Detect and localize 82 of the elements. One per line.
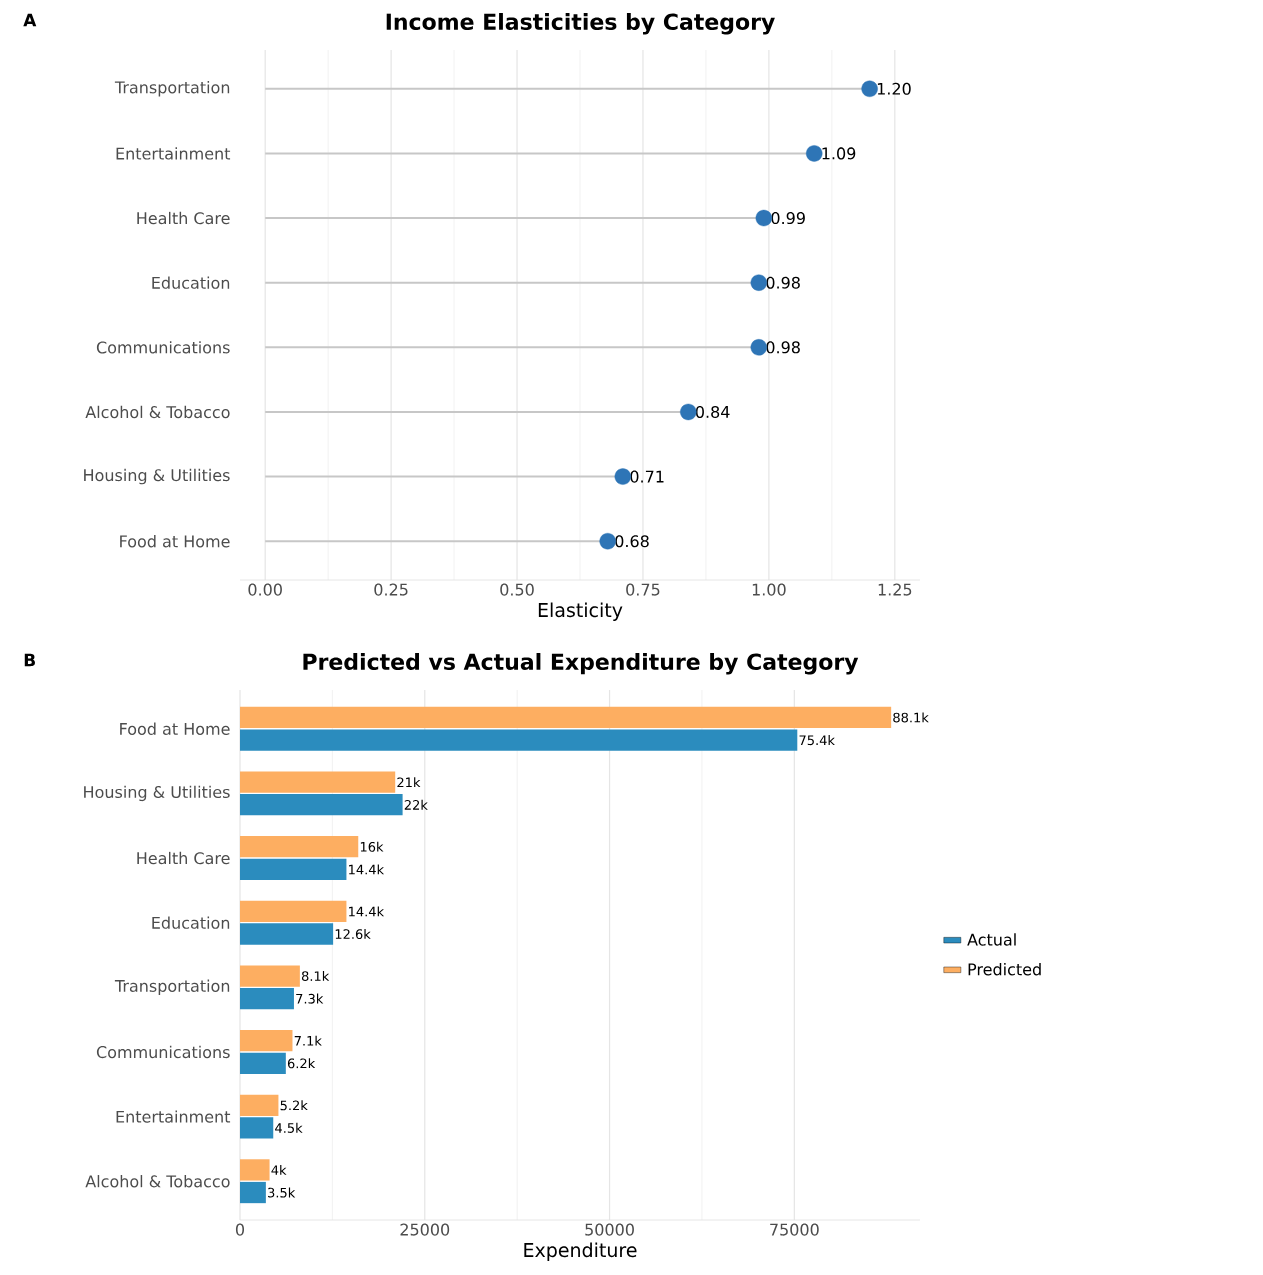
bar bbox=[240, 729, 798, 751]
data-label: 6.2k bbox=[287, 1058, 316, 1069]
point bbox=[614, 468, 632, 485]
data-label: 21k bbox=[397, 777, 421, 788]
y-tick-label: Housing & Utilities bbox=[84, 468, 230, 485]
bar bbox=[240, 1052, 286, 1074]
y-tick-label: Transportation bbox=[114, 979, 230, 996]
x-tick-label: 75000 bbox=[770, 1223, 819, 1236]
point bbox=[750, 339, 768, 356]
x-tick-label: 0 bbox=[235, 1223, 245, 1236]
x-tick-label: 0.00 bbox=[248, 583, 282, 596]
point bbox=[806, 145, 823, 162]
data-label: 5.2k bbox=[280, 1100, 308, 1111]
point bbox=[755, 209, 773, 227]
point bbox=[861, 80, 878, 97]
y-tick-label: Health Care bbox=[137, 851, 230, 865]
data-label: 7.3k bbox=[296, 993, 324, 1004]
x-tick-label: 0.50 bbox=[500, 583, 534, 596]
legend-label: Actual bbox=[967, 933, 1016, 946]
data-label: 16k bbox=[360, 841, 384, 852]
data-label: 1.09 bbox=[822, 147, 856, 160]
x-tick-label: 0.25 bbox=[374, 583, 408, 596]
y-tick-label: Communications bbox=[96, 341, 230, 354]
y-tick-label: Communications bbox=[96, 1045, 230, 1059]
text: A bbox=[23, 13, 37, 27]
y-tick-label: Entertainment bbox=[116, 147, 231, 160]
data-label: 0.99 bbox=[771, 212, 805, 225]
bar bbox=[240, 1094, 279, 1116]
data-label: 0.98 bbox=[766, 276, 800, 289]
text: B bbox=[24, 653, 35, 667]
data-label: 12.6k bbox=[335, 928, 371, 940]
y-tick-label: Transportation bbox=[114, 81, 230, 97]
y-tick-label: Alcohol & Tobacco bbox=[85, 1175, 230, 1188]
legend-label: Predicted bbox=[968, 963, 1041, 976]
data-label: 4.5k bbox=[275, 1122, 303, 1133]
bar bbox=[240, 965, 300, 987]
x-axis-title: Elasticity bbox=[538, 602, 623, 621]
data-label: 0.71 bbox=[630, 470, 664, 483]
bar bbox=[240, 1030, 293, 1052]
bar bbox=[240, 794, 403, 816]
data-label: 1.20 bbox=[877, 82, 911, 95]
x-tick-label: 1.25 bbox=[878, 583, 912, 596]
data-label: 14.4k bbox=[349, 906, 385, 917]
point bbox=[599, 533, 616, 550]
y-tick-label: Education bbox=[152, 916, 230, 929]
y-tick-label: Entertainment bbox=[116, 1110, 231, 1123]
bar bbox=[240, 988, 294, 1010]
data-label: 0.68 bbox=[615, 535, 649, 548]
bar bbox=[240, 706, 892, 729]
chart-title: Income Elasticities by Category bbox=[386, 13, 775, 35]
x-tick-label: 50000 bbox=[585, 1223, 634, 1236]
bar bbox=[240, 900, 347, 923]
data-label: 3.5k bbox=[268, 1187, 296, 1198]
y-tick-label: Health Care bbox=[137, 211, 230, 225]
bar bbox=[240, 923, 334, 945]
chart-title: Predicted vs Actual Expenditure by Category bbox=[303, 653, 859, 675]
y-tick-label: Housing & Utilities bbox=[84, 785, 230, 802]
y-tick-label: Food at Home bbox=[120, 535, 230, 548]
bar bbox=[240, 858, 347, 880]
y-tick-label: Alcohol & Tobacco bbox=[85, 405, 230, 419]
x-axis-title: Expenditure bbox=[524, 1242, 637, 1261]
data-label: 88.1k bbox=[893, 712, 929, 723]
data-label: 14.4k bbox=[349, 864, 385, 875]
point bbox=[750, 274, 768, 291]
data-label: 75.4k bbox=[799, 735, 835, 746]
bar bbox=[240, 1159, 270, 1181]
bar bbox=[240, 1117, 274, 1139]
point bbox=[680, 403, 697, 421]
bar bbox=[240, 836, 359, 858]
x-tick-label: 1.00 bbox=[752, 583, 786, 596]
data-label: 0.98 bbox=[766, 341, 800, 354]
x-tick-label: 25000 bbox=[400, 1223, 450, 1236]
bar bbox=[240, 771, 396, 793]
data-label: 22k bbox=[404, 799, 428, 810]
data-label: 0.84 bbox=[695, 405, 730, 418]
y-tick-label: Food at Home bbox=[120, 722, 230, 735]
data-label: 4k bbox=[271, 1164, 287, 1175]
y-tick-label: Education bbox=[152, 276, 230, 289]
data-label: 8.1k bbox=[301, 970, 330, 982]
bar bbox=[240, 1181, 266, 1204]
data-label: 7.1k bbox=[294, 1035, 322, 1046]
x-tick-label: 0.75 bbox=[626, 583, 660, 596]
